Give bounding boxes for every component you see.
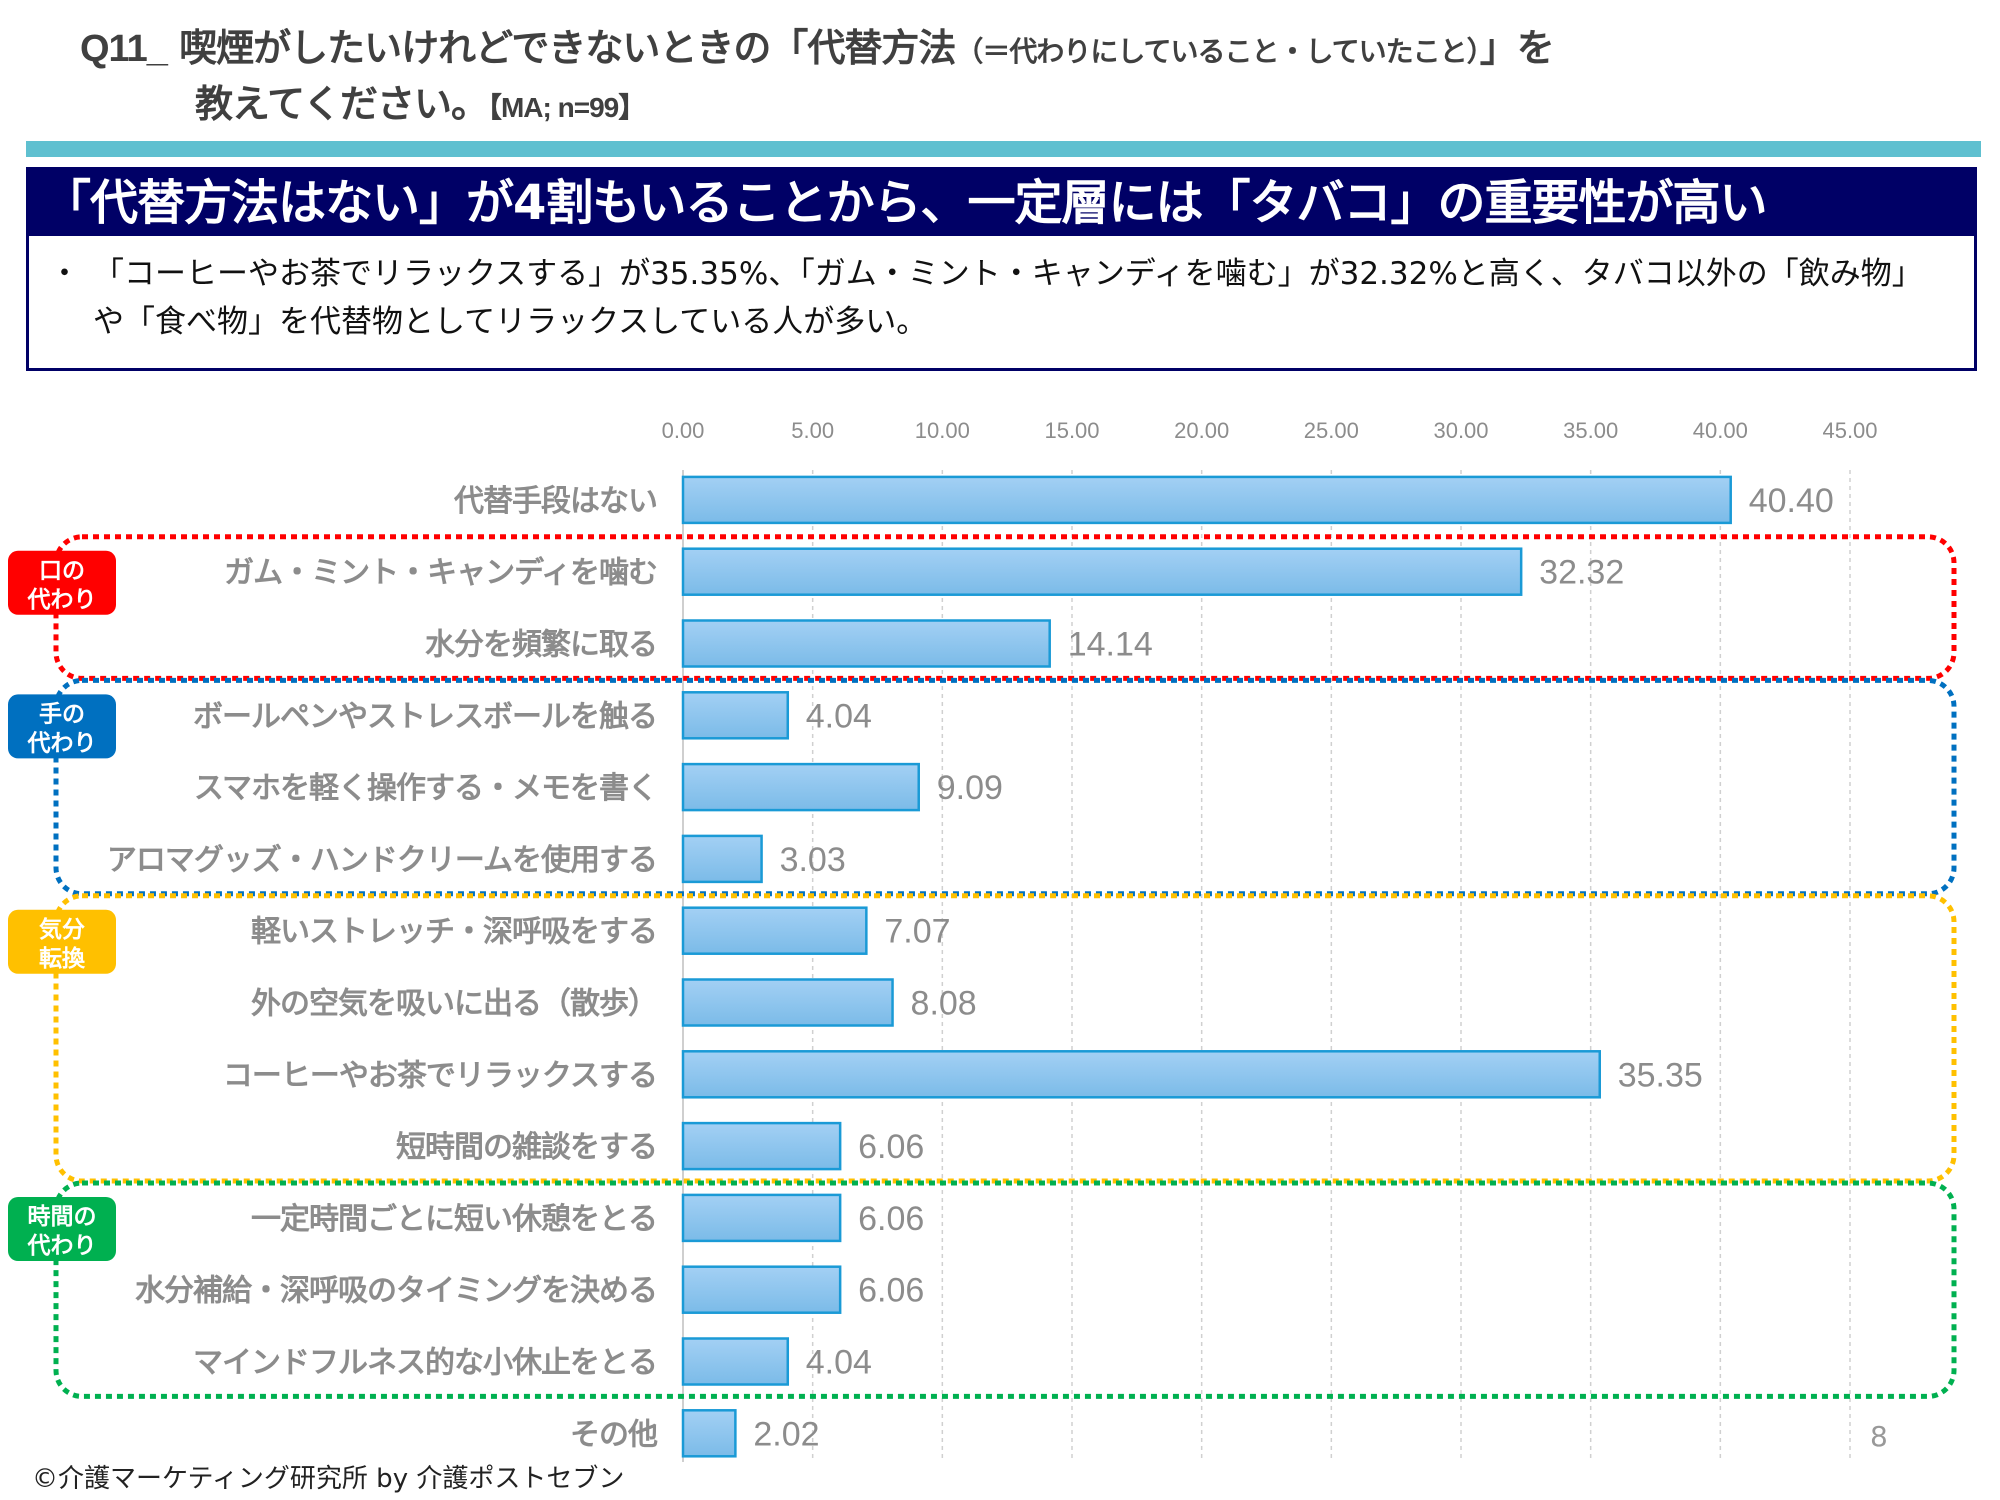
bar	[681, 906, 868, 955]
question-text-end: 」を	[1479, 26, 1555, 70]
bar	[681, 1409, 737, 1458]
bar	[681, 691, 790, 740]
headline: 「代替方法はない」が4割もいることから、一定層には「タバコ」の重要性が高い	[29, 170, 1974, 236]
tick-label: 30.00	[1433, 418, 1488, 443]
category-label: 短時間の雑談をする	[396, 1130, 657, 1165]
data-label: 4.04	[806, 697, 872, 735]
group-box	[53, 893, 1957, 1184]
tick-label: 35.00	[1563, 418, 1618, 443]
group-badge-label: 手の	[39, 701, 85, 727]
tick-label: 5.00	[791, 418, 834, 443]
category-label: ガム・ミント・キャンディを噛む	[224, 556, 657, 591]
bar	[681, 1265, 842, 1314]
category-label: 一定時間ごとに短い休憩をとる	[251, 1202, 657, 1237]
group-badge-label: 代わり	[27, 587, 97, 613]
question-line-2: 教えてください。【MA; n=99】	[80, 78, 1554, 134]
data-label: 4.04	[806, 1344, 872, 1382]
data-label: 2.02	[753, 1415, 819, 1453]
copyright: ©介護マーケティング研究所 by 介護ポストセブン	[32, 1464, 625, 1494]
category-label: コーヒーやお茶でリラックスする	[223, 1058, 657, 1093]
bar	[681, 1050, 1601, 1099]
question-title: Q11_ 喫煙がしたいけれどできないときの「代替方法（＝代わりにしていること・し…	[80, 22, 1555, 134]
summary-box: 「代替方法はない」が4割もいることから、一定層には「タバコ」の重要性が高い ・ …	[26, 167, 1977, 371]
group-badge-label: 時間の	[28, 1204, 97, 1230]
category-label: 軽いストレッチ・深呼吸をする	[251, 915, 657, 950]
data-label: 6.06	[858, 1272, 924, 1310]
tick-label: 45.00	[1822, 418, 1877, 443]
data-label: 35.35	[1618, 1056, 1703, 1094]
category-label: アロマグッズ・ハンドクリームを使用する	[107, 843, 657, 878]
question-paren: （＝代わりにしていること・していたこと）	[955, 35, 1480, 68]
category-label: 代替手段はない	[453, 484, 657, 519]
category-label: 水分を頻繁に取る	[425, 628, 657, 663]
page-number: 8	[1870, 1420, 1888, 1453]
value-labels: 40.40 32.32 14.14 4.04 9.09 3.03 7.07 8.08 35.35…	[753, 482, 1833, 1453]
data-label: 32.32	[1539, 554, 1624, 592]
bar	[681, 547, 1523, 596]
category-label: 外の空気を吸いに出る（散歩）	[251, 987, 657, 1022]
question-number: Q11_	[80, 28, 168, 70]
group-badge	[8, 550, 116, 615]
bar	[681, 762, 920, 812]
group-badge-label: 代わり	[27, 1233, 97, 1259]
tick-label: 20.00	[1174, 418, 1229, 443]
category-labels: 代替手段はないガム・ミント・キャンディを噛む水分を頻繁に取るボールペンやストレス…	[107, 484, 659, 1452]
category-label: 水分補給・深呼吸のタイミングを決める	[135, 1274, 657, 1309]
bar	[681, 1121, 842, 1171]
category-label: ボールペンやストレスボールを触る	[193, 699, 657, 734]
tick-label: 0.00	[662, 418, 705, 443]
category-label: スマホを軽く操作する・メモを書く	[194, 771, 657, 806]
question-text: 喫煙がしたいけれどできないときの「代替方法	[179, 26, 956, 70]
group-badge	[8, 694, 116, 759]
tick-label: 40.00	[1693, 418, 1748, 443]
summary-text-block: ・ 「コーヒーやお茶でリラックスする」が35.35%、「ガム・ミント・キャンディ…	[49, 250, 1934, 346]
group-badge-label: 気分	[39, 916, 85, 943]
data-label: 40.40	[1749, 482, 1834, 520]
grid-lines	[682, 470, 1851, 1462]
tick-label: 25.00	[1304, 418, 1359, 443]
category-label: マインドフルネス的な小休止をとる	[193, 1346, 657, 1381]
data-label: 14.14	[1068, 626, 1153, 664]
group-badge-label: 代わり	[27, 730, 97, 756]
tick-label: 15.00	[1044, 418, 1099, 443]
question-line-1: Q11_ 喫煙がしたいけれどできないときの「代替方法（＝代わりにしていること・し…	[80, 22, 1555, 78]
tick-label: 10.00	[915, 418, 970, 443]
data-label: 3.03	[780, 841, 846, 879]
bars	[681, 475, 1732, 1458]
bar	[681, 1337, 790, 1386]
question-meta: 【MA; n=99】	[487, 92, 646, 123]
category-label: その他	[570, 1417, 658, 1452]
bar	[681, 978, 894, 1027]
bar	[681, 475, 1732, 525]
data-label: 8.08	[911, 985, 977, 1023]
group-badge-label: 口の	[39, 558, 85, 584]
bullet-icon: ・	[49, 256, 80, 292]
data-label: 6.06	[858, 1128, 924, 1166]
bar	[681, 1193, 842, 1243]
data-label: 7.07	[884, 913, 950, 951]
data-label: 9.09	[937, 769, 1003, 807]
teal-divider	[26, 141, 1981, 157]
axis-tick-labels: 0.00 5.00 10.00 15.00 20.00 25.00 30.00 35.00 40…	[662, 418, 1878, 443]
group-badge-label: 転換	[39, 946, 86, 972]
bar	[681, 834, 763, 884]
question-text-line2: 教えてください。	[195, 82, 489, 126]
summary-text: 「コーヒーやお茶でリラックスする」が35.35%、「ガム・ミント・キャンディを噛…	[93, 256, 1923, 340]
group-badge	[8, 909, 116, 974]
group-badge	[8, 1197, 116, 1261]
data-label: 6.06	[858, 1200, 924, 1238]
group-box	[53, 534, 1957, 681]
bar	[681, 619, 1051, 668]
